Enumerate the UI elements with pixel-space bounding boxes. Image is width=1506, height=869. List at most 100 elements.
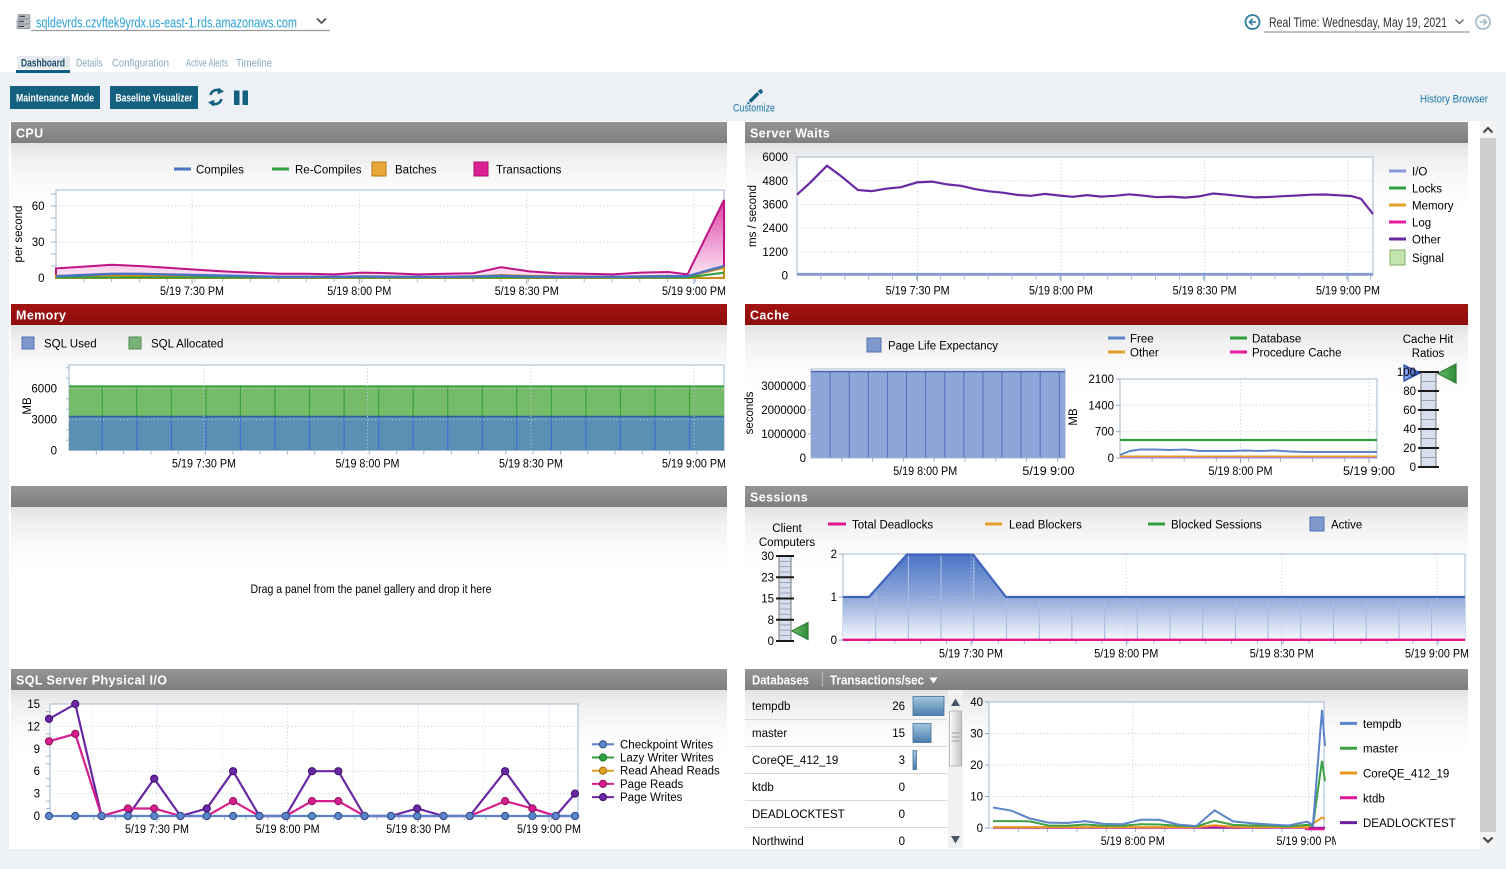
svg-text:Batches: Batches xyxy=(395,165,437,177)
svg-text:I/O: I/O xyxy=(1412,167,1427,179)
svg-text:3000000: 3000000 xyxy=(761,381,806,393)
svg-text:30: 30 xyxy=(32,237,45,249)
svg-text:60: 60 xyxy=(32,201,45,213)
svg-text:Details: Details xyxy=(76,58,103,70)
svg-text:DEADLOCKTEST: DEADLOCKTEST xyxy=(1363,818,1456,830)
svg-text:Page Writes: Page Writes xyxy=(620,792,683,804)
svg-text:DEADLOCKTEST: DEADLOCKTEST xyxy=(752,809,845,821)
svg-text:0: 0 xyxy=(977,823,983,835)
svg-text:Read Ahead Reads: Read Ahead Reads xyxy=(620,766,720,778)
svg-text:5/19 9:00 PM: 5/19 9:00 PM xyxy=(1405,649,1469,661)
svg-text:Database: Database xyxy=(1252,334,1301,346)
svg-text:100: 100 xyxy=(1397,367,1416,379)
svg-text:Page Reads: Page Reads xyxy=(620,779,684,791)
svg-text:Checkpoint Writes: Checkpoint Writes xyxy=(620,739,713,751)
svg-text:Memory: Memory xyxy=(16,309,66,323)
svg-text:0: 0 xyxy=(1410,462,1416,474)
svg-text:40: 40 xyxy=(970,697,983,709)
svg-text:3: 3 xyxy=(899,755,905,767)
svg-text:Cache: Cache xyxy=(750,309,790,323)
svg-text:ms / second: ms / second xyxy=(747,185,759,247)
svg-text:1200: 1200 xyxy=(762,247,788,259)
svg-text:60: 60 xyxy=(1403,405,1416,417)
svg-text:5/19 8:30 PM: 5/19 8:30 PM xyxy=(495,286,559,298)
svg-text:Cache Hit: Cache Hit xyxy=(1403,334,1454,346)
svg-text:Signal: Signal xyxy=(1412,253,1444,265)
svg-text:SQL Used: SQL Used xyxy=(44,339,97,351)
svg-text:ktdb: ktdb xyxy=(1363,793,1385,805)
svg-text:0: 0 xyxy=(800,453,806,465)
svg-text:seconds: seconds xyxy=(744,391,756,434)
svg-text:Locks: Locks xyxy=(1412,184,1442,196)
svg-text:5/19 8:00 PM: 5/19 8:00 PM xyxy=(1209,466,1273,478)
svg-text:per second: per second xyxy=(13,206,25,263)
svg-text:1: 1 xyxy=(831,592,837,604)
svg-text:20: 20 xyxy=(970,760,983,772)
svg-text:Lead Blockers: Lead Blockers xyxy=(1009,520,1082,532)
svg-text:6000: 6000 xyxy=(31,384,57,396)
svg-text:5/19 9:00 PM: 5/19 9:00 PM xyxy=(517,824,581,836)
svg-text:1400: 1400 xyxy=(1088,400,1114,412)
svg-text:5/19 9:00 PM: 5/19 9:00 PM xyxy=(662,459,726,471)
svg-text:30: 30 xyxy=(970,729,983,741)
svg-text:40: 40 xyxy=(1403,424,1416,436)
svg-text:Log: Log xyxy=(1412,218,1431,230)
svg-text:15: 15 xyxy=(27,699,40,711)
svg-text:Lazy Writer Writes: Lazy Writer Writes xyxy=(620,753,714,765)
svg-text:Maintenance Mode: Maintenance Mode xyxy=(16,93,94,105)
svg-text:Other: Other xyxy=(1130,348,1159,360)
svg-text:Transactions/sec: Transactions/sec xyxy=(830,674,924,688)
svg-text:Re-Compiles: Re-Compiles xyxy=(295,165,362,177)
svg-text:0: 0 xyxy=(831,635,837,647)
svg-text:3: 3 xyxy=(34,789,40,801)
svg-text:5/19 9:00: 5/19 9:00 xyxy=(1343,466,1395,478)
svg-text:Page Life Expectancy: Page Life Expectancy xyxy=(888,341,998,353)
svg-text:0: 0 xyxy=(899,836,905,848)
svg-text:Other: Other xyxy=(1412,235,1441,247)
svg-text:5/19 7:30 PM: 5/19 7:30 PM xyxy=(172,459,236,471)
svg-text:23: 23 xyxy=(761,572,774,584)
svg-text:CoreQE_412_19: CoreQE_412_19 xyxy=(752,755,838,767)
svg-text:0: 0 xyxy=(899,782,905,794)
svg-text:5/19 8:00 PM: 5/19 8:00 PM xyxy=(1029,286,1093,298)
svg-text:5/19 7:30 PM: 5/19 7:30 PM xyxy=(939,649,1003,661)
svg-text:5/19 8:00 PM: 5/19 8:00 PM xyxy=(256,824,320,836)
svg-text:Active: Active xyxy=(1331,520,1362,532)
svg-text:Procedure Cache: Procedure Cache xyxy=(1252,348,1342,360)
svg-text:Total Deadlocks: Total Deadlocks xyxy=(852,520,933,532)
svg-text:ktdb: ktdb xyxy=(752,782,774,794)
svg-text:5/19 8:00 PM: 5/19 8:00 PM xyxy=(1094,649,1158,661)
svg-text:5/19 7:30 PM: 5/19 7:30 PM xyxy=(160,286,224,298)
svg-text:2: 2 xyxy=(831,549,837,561)
svg-text:Databases: Databases xyxy=(752,674,809,688)
svg-text:1000000: 1000000 xyxy=(761,429,806,441)
svg-text:15: 15 xyxy=(761,594,774,606)
svg-text:15: 15 xyxy=(892,728,905,740)
svg-text:CoreQE_412_19: CoreQE_412_19 xyxy=(1363,769,1449,781)
svg-text:Drag a panel from the panel ga: Drag a panel from the panel gallery and … xyxy=(251,584,492,596)
svg-text:tempdb: tempdb xyxy=(1363,719,1401,731)
svg-text:20: 20 xyxy=(1403,443,1416,455)
svg-text:2000000: 2000000 xyxy=(761,405,806,417)
svg-text:Dashboard: Dashboard xyxy=(21,58,65,70)
svg-text:5/19 8:30 PM: 5/19 8:30 PM xyxy=(1173,286,1237,298)
svg-text:Real Time: Wednesday, May 19,: Real Time: Wednesday, May 19, 2021 xyxy=(1269,14,1447,30)
svg-text:80: 80 xyxy=(1403,386,1416,398)
svg-text:0: 0 xyxy=(38,273,44,285)
svg-text:Baseline Visualizer: Baseline Visualizer xyxy=(116,93,194,105)
svg-text:5/19 8:30 PM: 5/19 8:30 PM xyxy=(386,824,450,836)
svg-text:CPU: CPU xyxy=(16,127,44,141)
svg-text:Active Alerts: Active Alerts xyxy=(186,58,228,70)
svg-text:5/19 9:00 PM: 5/19 9:00 PM xyxy=(662,286,726,298)
svg-text:5/19 8:00 PM: 5/19 8:00 PM xyxy=(1101,836,1165,848)
svg-text:SQL Allocated: SQL Allocated xyxy=(151,339,223,351)
svg-text:Timeline: Timeline xyxy=(236,58,272,70)
svg-text:Transactions: Transactions xyxy=(496,165,562,177)
svg-text:Customize: Customize xyxy=(733,103,775,115)
svg-text:8: 8 xyxy=(768,615,774,627)
svg-text:5/19 7:30 PM: 5/19 7:30 PM xyxy=(125,824,189,836)
svg-text:Northwind: Northwind xyxy=(752,836,804,848)
svg-text:Sessions: Sessions xyxy=(750,491,808,505)
svg-text:Ratios: Ratios xyxy=(1412,348,1445,360)
svg-text:6: 6 xyxy=(34,766,40,778)
